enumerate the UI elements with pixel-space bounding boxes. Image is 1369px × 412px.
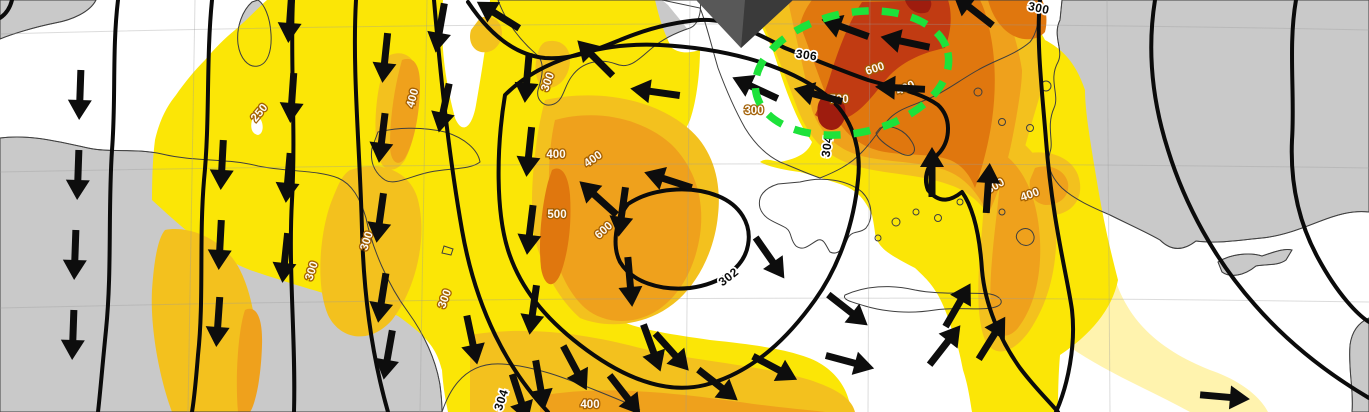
highlight-ellipse [751,7,953,139]
contour-left-1 [96,0,120,412]
wind-arrow [517,204,542,255]
wind-arrow [880,29,931,53]
wind-arrow [609,186,634,237]
shading-label: 400 [546,149,565,161]
wind-arrow [975,316,1006,362]
shade-orange-right [990,155,1041,336]
wind-arrow [696,366,738,401]
wind-arrow [461,314,485,365]
wind-arrow [209,139,234,190]
wind-arrow [606,373,641,412]
wind-arrow [372,32,397,83]
contour-300-right [1036,0,1076,412]
wind-arrow [516,126,541,177]
wind-arrow [67,69,92,120]
wind-arrow [431,82,455,133]
wind-arrow [644,167,693,192]
wind-arrow [821,15,870,40]
contour-right-1 [1149,0,1369,400]
shading-label: 300 [744,105,763,117]
wind-arrow [367,192,392,243]
wind-arrow [920,147,944,197]
shade-amber-italy-2 [470,16,502,53]
wind-arrow [926,325,961,367]
contour-304-oval [496,42,861,390]
wind-arrow [640,323,665,372]
wind-arrow [618,256,643,307]
wind-arrow [875,75,926,100]
wind-arrow [529,359,553,410]
triangle-marker-shadow [741,0,793,48]
shading-label: 400 [580,399,599,411]
shade-orange-bottom [540,390,825,412]
contour-right-2 [1289,0,1369,324]
contour-302-inner [613,187,751,291]
wind-arrow [793,82,844,106]
shading-label: 300 [358,230,375,252]
shading-label: 500 [547,209,566,221]
wind-arrow [476,1,522,32]
contour-label: 304 [819,135,836,158]
wind-arrow [277,0,302,43]
shade-darkorange-central [539,168,571,285]
contour-308-wrap [432,0,550,412]
wind-arrow [630,79,681,104]
wind-arrow [207,219,232,270]
wind-arrow [942,283,971,329]
wind-arrow [369,272,394,323]
wind-arrow [953,0,995,29]
contour-left-3 [288,0,297,412]
wind-arrow [508,373,533,412]
wind-arrow [579,181,619,218]
wind-arrow [275,152,300,203]
wind-arrow [752,235,785,279]
contour-far-left [0,0,14,20]
wind-arrow [514,52,539,103]
wind-arrow [272,232,297,283]
wind-arrow [369,112,394,163]
contour-label: 306 [795,47,818,64]
wind-arrow [1199,385,1250,410]
contour-left-4 [352,0,390,412]
wind-arrow [62,229,87,280]
wind-arrow [520,284,545,335]
wind-arrow [65,149,90,200]
annotation-layer [696,0,953,139]
wind-arrow [375,329,399,380]
wind-arrow [60,309,85,360]
contour-306-spiral [466,0,1060,412]
wind-arrow [824,351,875,375]
wind-arrow [577,40,616,79]
contour-left-2 [190,0,214,412]
wind-arrow [279,72,304,123]
wind-arrow [976,163,1001,214]
wind-arrow [826,291,868,326]
wind-arrow [205,296,230,347]
wind-arrow [751,353,798,381]
wind-arrow [652,331,689,371]
shade-hole-small [251,117,263,135]
wind-arrow [560,344,588,391]
wind-arrow-layer [60,0,1250,412]
wind-arrow [427,2,451,53]
